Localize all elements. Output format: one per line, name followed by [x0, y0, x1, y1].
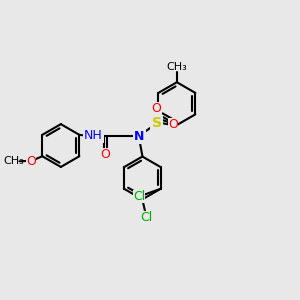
Text: Cl: Cl — [141, 211, 153, 224]
Text: O: O — [26, 155, 36, 168]
Text: Cl: Cl — [133, 190, 145, 202]
Text: O: O — [152, 102, 162, 115]
Text: O: O — [168, 118, 178, 131]
Text: NH: NH — [84, 129, 103, 142]
Text: CH₃: CH₃ — [167, 62, 187, 72]
Text: O: O — [100, 148, 110, 161]
Text: N: N — [134, 130, 145, 143]
Text: S: S — [152, 116, 162, 130]
Text: CH₃: CH₃ — [4, 156, 24, 166]
